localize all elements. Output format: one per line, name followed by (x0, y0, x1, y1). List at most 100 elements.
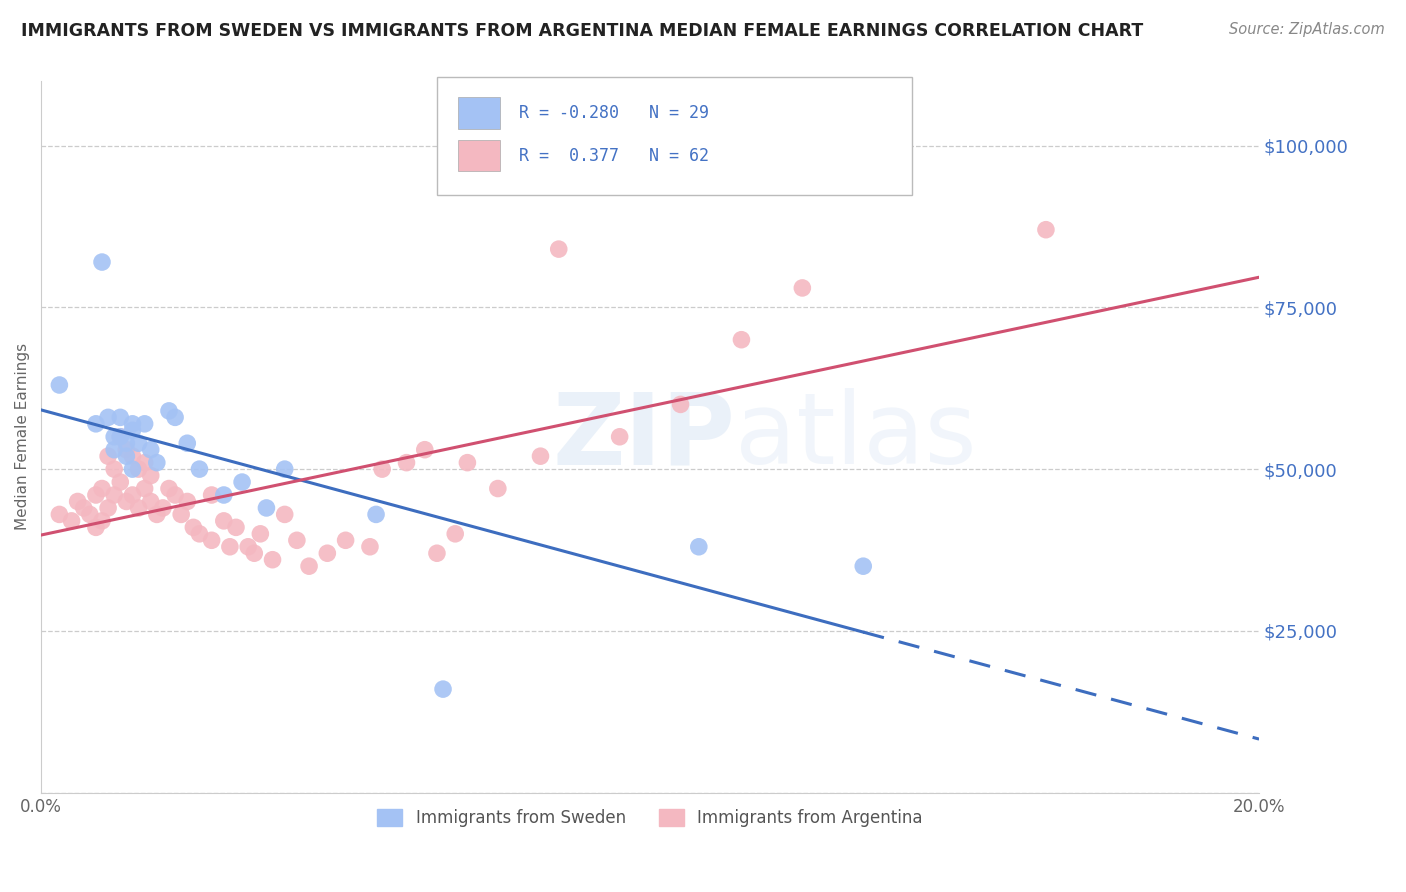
Point (157, 482, 180, 496)
Point (285, 533, 308, 548)
Point (48, 508, 70, 522)
Point (238, 540, 260, 554)
Point (249, 526, 271, 541)
Point (139, 442, 162, 457)
Point (212, 488, 235, 502)
Point (165, 410, 187, 425)
Point (97, 500, 120, 515)
Point (128, 462, 150, 476)
Point (48, 378, 70, 392)
Point (84, 417, 107, 431)
Point (609, 430, 631, 444)
Point (97, 449, 120, 463)
Point (273, 462, 295, 476)
Point (316, 546, 339, 560)
Point (134, 482, 156, 496)
Text: ZIP: ZIP (553, 388, 735, 485)
Point (792, 281, 814, 295)
Point (97, 410, 120, 425)
Point (669, 397, 692, 411)
Point (128, 500, 150, 515)
Point (456, 456, 478, 470)
Point (115, 449, 138, 463)
Point (91, 255, 114, 269)
Point (1035, 223, 1057, 237)
Point (103, 430, 125, 444)
Point (201, 488, 224, 502)
Point (413, 442, 436, 457)
Point (103, 442, 125, 457)
Point (298, 559, 321, 574)
Point (146, 456, 169, 470)
Point (188, 462, 211, 476)
Point (121, 423, 143, 437)
FancyBboxPatch shape (458, 140, 501, 171)
Point (176, 494, 198, 508)
Point (110, 475, 132, 489)
Point (121, 488, 143, 502)
Point (183, 520, 205, 534)
Point (73, 500, 96, 515)
Point (157, 404, 180, 418)
Point (371, 462, 394, 476)
Point (688, 540, 710, 554)
Point (262, 552, 284, 566)
Text: atlas: atlas (735, 388, 977, 485)
Point (110, 410, 132, 425)
Legend: Immigrants from Sweden, Immigrants from Argentina: Immigrants from Sweden, Immigrants from … (371, 803, 929, 834)
Text: R = -0.280   N = 29: R = -0.280 N = 29 (519, 103, 709, 122)
Point (243, 546, 266, 560)
Point (134, 417, 156, 431)
Point (212, 514, 235, 528)
Point (254, 500, 277, 515)
Point (225, 520, 247, 534)
Text: R =  0.377   N = 62: R = 0.377 N = 62 (519, 146, 709, 165)
Point (134, 456, 156, 470)
Text: Source: ZipAtlas.com: Source: ZipAtlas.com (1229, 22, 1385, 37)
Point (121, 449, 143, 463)
Point (395, 456, 418, 470)
Point (201, 533, 224, 548)
Point (84, 520, 107, 534)
Point (139, 494, 162, 508)
Point (115, 436, 138, 450)
Point (66, 494, 89, 508)
Point (335, 533, 357, 548)
Point (176, 436, 198, 450)
Point (852, 559, 875, 574)
Point (444, 526, 467, 541)
Point (165, 488, 187, 502)
Point (364, 508, 387, 522)
Point (273, 508, 295, 522)
Point (188, 526, 211, 541)
Point (110, 430, 132, 444)
Point (84, 488, 107, 502)
Point (231, 475, 253, 489)
Point (115, 442, 138, 457)
Point (91, 514, 114, 528)
Point (152, 500, 174, 515)
Point (91, 482, 114, 496)
Point (103, 488, 125, 502)
Point (139, 468, 162, 483)
Point (79, 508, 101, 522)
Point (115, 494, 138, 508)
Point (170, 508, 193, 522)
Point (110, 430, 132, 444)
Point (426, 546, 449, 560)
Point (730, 333, 752, 347)
Point (128, 436, 150, 450)
FancyBboxPatch shape (437, 78, 912, 194)
Text: IMMIGRANTS FROM SWEDEN VS IMMIGRANTS FROM ARGENTINA MEDIAN FEMALE EARNINGS CORRE: IMMIGRANTS FROM SWEDEN VS IMMIGRANTS FRO… (21, 22, 1143, 40)
Point (146, 508, 169, 522)
Point (547, 242, 569, 256)
Point (432, 682, 454, 697)
Point (60, 514, 83, 528)
Point (103, 462, 125, 476)
Y-axis label: Median Female Earnings: Median Female Earnings (15, 343, 30, 531)
Point (121, 462, 143, 476)
Point (486, 482, 509, 496)
Point (219, 540, 242, 554)
Point (121, 417, 143, 431)
FancyBboxPatch shape (458, 97, 501, 128)
